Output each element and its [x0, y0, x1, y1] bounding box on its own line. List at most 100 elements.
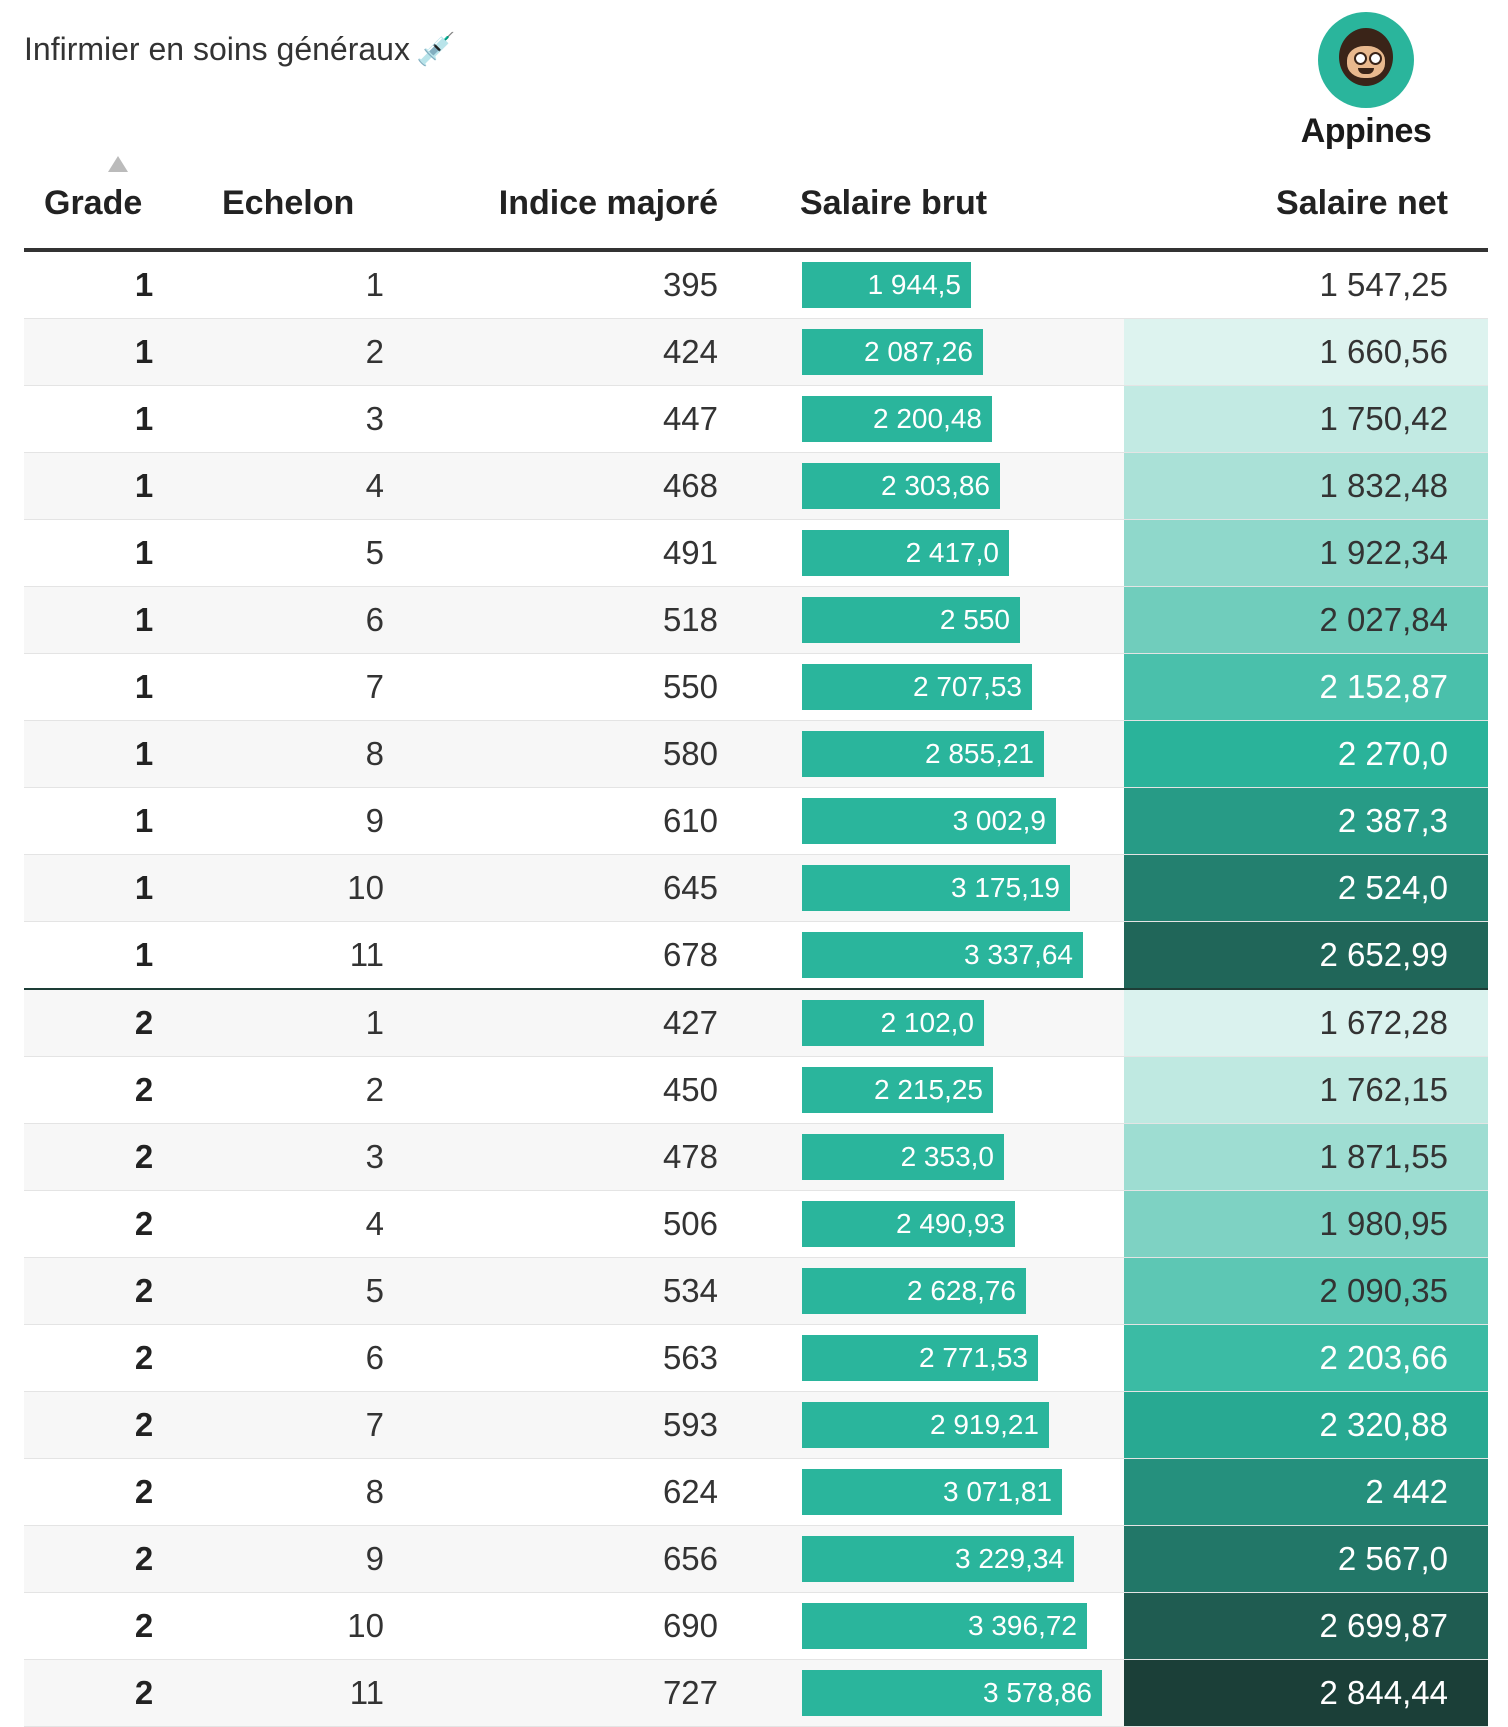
cell-salaire-net: 1 832,48	[1124, 453, 1488, 519]
cell-salaire-brut: 3 175,19	[802, 865, 1070, 911]
logo-text: Appines	[1300, 112, 1432, 150]
salaire-brut-bar: 2 855,21	[802, 731, 1044, 777]
column-header-echelon[interactable]: Echelon	[222, 184, 355, 222]
cell-grade: 2	[134, 1540, 154, 1577]
cell-grade: 2	[134, 1272, 154, 1309]
monkey-logo-icon	[1318, 12, 1414, 108]
table-row: 1 5 491 2 417,0 1 922,34	[24, 520, 1488, 587]
table-row: 1 10 645 3 175,19 2 524,0	[24, 855, 1488, 922]
cell-indice: 610	[662, 802, 718, 839]
cell-indice: 690	[662, 1607, 718, 1644]
table-row: 2 9 656 3 229,34 2 567,0	[24, 1526, 1488, 1593]
cell-echelon: 8	[365, 1473, 384, 1510]
cell-indice: 624	[662, 1473, 718, 1510]
cell-salaire-brut: 1 944,5	[802, 262, 971, 308]
cell-grade: 1	[134, 802, 154, 839]
cell-salaire-net: 2 203,66	[1124, 1325, 1488, 1391]
sort-ascending-icon[interactable]	[108, 156, 128, 172]
cell-echelon: 10	[347, 1607, 384, 1644]
table-row: 2 1 427 2 102,0 1 672,28	[24, 990, 1488, 1057]
cell-indice: 563	[662, 1339, 718, 1376]
table-row: 2 6 563 2 771,53 2 203,66	[24, 1325, 1488, 1392]
cell-echelon: 4	[365, 467, 384, 504]
cell-salaire-brut: 3 229,34	[802, 1536, 1074, 1582]
cell-echelon: 11	[349, 1674, 384, 1711]
cell-indice: 580	[662, 735, 718, 772]
table-row: 1 3 447 2 200,48 1 750,42	[24, 386, 1488, 453]
cell-salaire-brut: 3 396,72	[802, 1603, 1087, 1649]
cell-salaire-brut: 2 490,93	[802, 1201, 1015, 1247]
salaire-brut-bar: 3 071,81	[802, 1469, 1062, 1515]
cell-salaire-net: 2 270,0	[1124, 721, 1488, 787]
salaire-brut-bar: 3 396,72	[802, 1603, 1087, 1649]
cell-indice: 727	[662, 1674, 718, 1711]
cell-echelon: 2	[365, 1071, 384, 1108]
cell-salaire-net: 1 762,15	[1124, 1057, 1488, 1123]
table-row: 1 2 424 2 087,26 1 660,56	[24, 319, 1488, 386]
salaire-brut-bar: 1 944,5	[802, 262, 971, 308]
cell-indice: 447	[662, 400, 718, 437]
column-header-salaire-net[interactable]: Salaire net	[1276, 184, 1448, 222]
cell-salaire-brut: 2 215,25	[802, 1067, 993, 1113]
cell-echelon: 9	[365, 802, 384, 839]
salaire-brut-bar: 3 337,64	[802, 932, 1083, 978]
cell-echelon: 1	[365, 266, 384, 303]
table-body: 1 1 395 1 944,5 1 547,25 1 2 424 2 087,26 1 660,5…	[24, 252, 1488, 1727]
cell-grade: 2	[134, 1071, 154, 1108]
cell-indice: 678	[662, 936, 718, 973]
table-row: 2 5 534 2 628,76 2 090,35	[24, 1258, 1488, 1325]
cell-salaire-brut: 2 102,0	[802, 1000, 984, 1046]
cell-salaire-net: 1 750,42	[1124, 386, 1488, 452]
cell-grade: 1	[134, 668, 154, 705]
table-row: 2 11 727 3 578,86 2 844,44	[24, 1660, 1488, 1727]
salaire-brut-bar: 2 771,53	[802, 1335, 1038, 1381]
cell-echelon: 10	[347, 869, 384, 906]
cell-salaire-net: 1 547,25	[1124, 252, 1488, 318]
cell-echelon: 7	[365, 668, 384, 705]
salaire-brut-bar: 2 215,25	[802, 1067, 993, 1113]
table-row: 1 4 468 2 303,86 1 832,48	[24, 453, 1488, 520]
cell-salaire-brut: 3 578,86	[802, 1670, 1102, 1716]
cell-salaire-net: 1 871,55	[1124, 1124, 1488, 1190]
cell-salaire-net: 2 844,44	[1124, 1660, 1488, 1726]
column-header-indice[interactable]: Indice majoré	[498, 184, 718, 222]
cell-salaire-brut: 2 303,86	[802, 463, 1000, 509]
table-row: 2 2 450 2 215,25 1 762,15	[24, 1057, 1488, 1124]
table-row: 2 3 478 2 353,0 1 871,55	[24, 1124, 1488, 1191]
cell-echelon: 1	[365, 1004, 384, 1041]
cell-echelon: 2	[365, 333, 384, 370]
cell-echelon: 9	[365, 1540, 384, 1577]
cell-grade: 1	[134, 869, 154, 906]
salaire-brut-bar: 2 200,48	[802, 396, 992, 442]
salaire-brut-bar: 3 578,86	[802, 1670, 1102, 1716]
cell-indice: 427	[662, 1004, 718, 1041]
cell-grade: 1	[134, 534, 154, 571]
table-subtitle: Infirmier en soins généraux 💉	[24, 30, 456, 68]
column-header-grade[interactable]: Grade	[44, 184, 143, 222]
cell-salaire-net: 2 442	[1124, 1459, 1488, 1525]
cell-indice: 656	[662, 1540, 718, 1577]
salaire-brut-bar: 2 102,0	[802, 1000, 984, 1046]
subtitle-text: Infirmier en soins généraux	[24, 31, 410, 67]
cell-salaire-net: 2 090,35	[1124, 1258, 1488, 1324]
cell-salaire-net: 1 672,28	[1124, 990, 1488, 1056]
cell-salaire-net: 2 027,84	[1124, 587, 1488, 653]
table-row: 1 8 580 2 855,21 2 270,0	[24, 721, 1488, 788]
cell-salaire-brut: 3 002,9	[802, 798, 1056, 844]
cell-salaire-brut: 2 087,26	[802, 329, 983, 375]
cell-grade: 1	[134, 400, 154, 437]
cell-grade: 1	[134, 735, 154, 772]
cell-salaire-brut: 3 071,81	[802, 1469, 1062, 1515]
cell-salaire-net: 1 980,95	[1124, 1191, 1488, 1257]
cell-salaire-brut: 2 707,53	[802, 664, 1032, 710]
column-header-salaire-brut[interactable]: Salaire brut	[800, 184, 988, 222]
cell-indice: 450	[662, 1071, 718, 1108]
salaire-brut-bar: 3 229,34	[802, 1536, 1074, 1582]
cell-salaire-net: 1 660,56	[1124, 319, 1488, 385]
cell-grade: 2	[134, 1406, 154, 1443]
cell-echelon: 3	[365, 400, 384, 437]
cell-salaire-net: 2 152,87	[1124, 654, 1488, 720]
cell-salaire-brut: 2 417,0	[802, 530, 1009, 576]
table-row: 2 8 624 3 071,81 2 442	[24, 1459, 1488, 1526]
cell-indice: 478	[662, 1138, 718, 1175]
